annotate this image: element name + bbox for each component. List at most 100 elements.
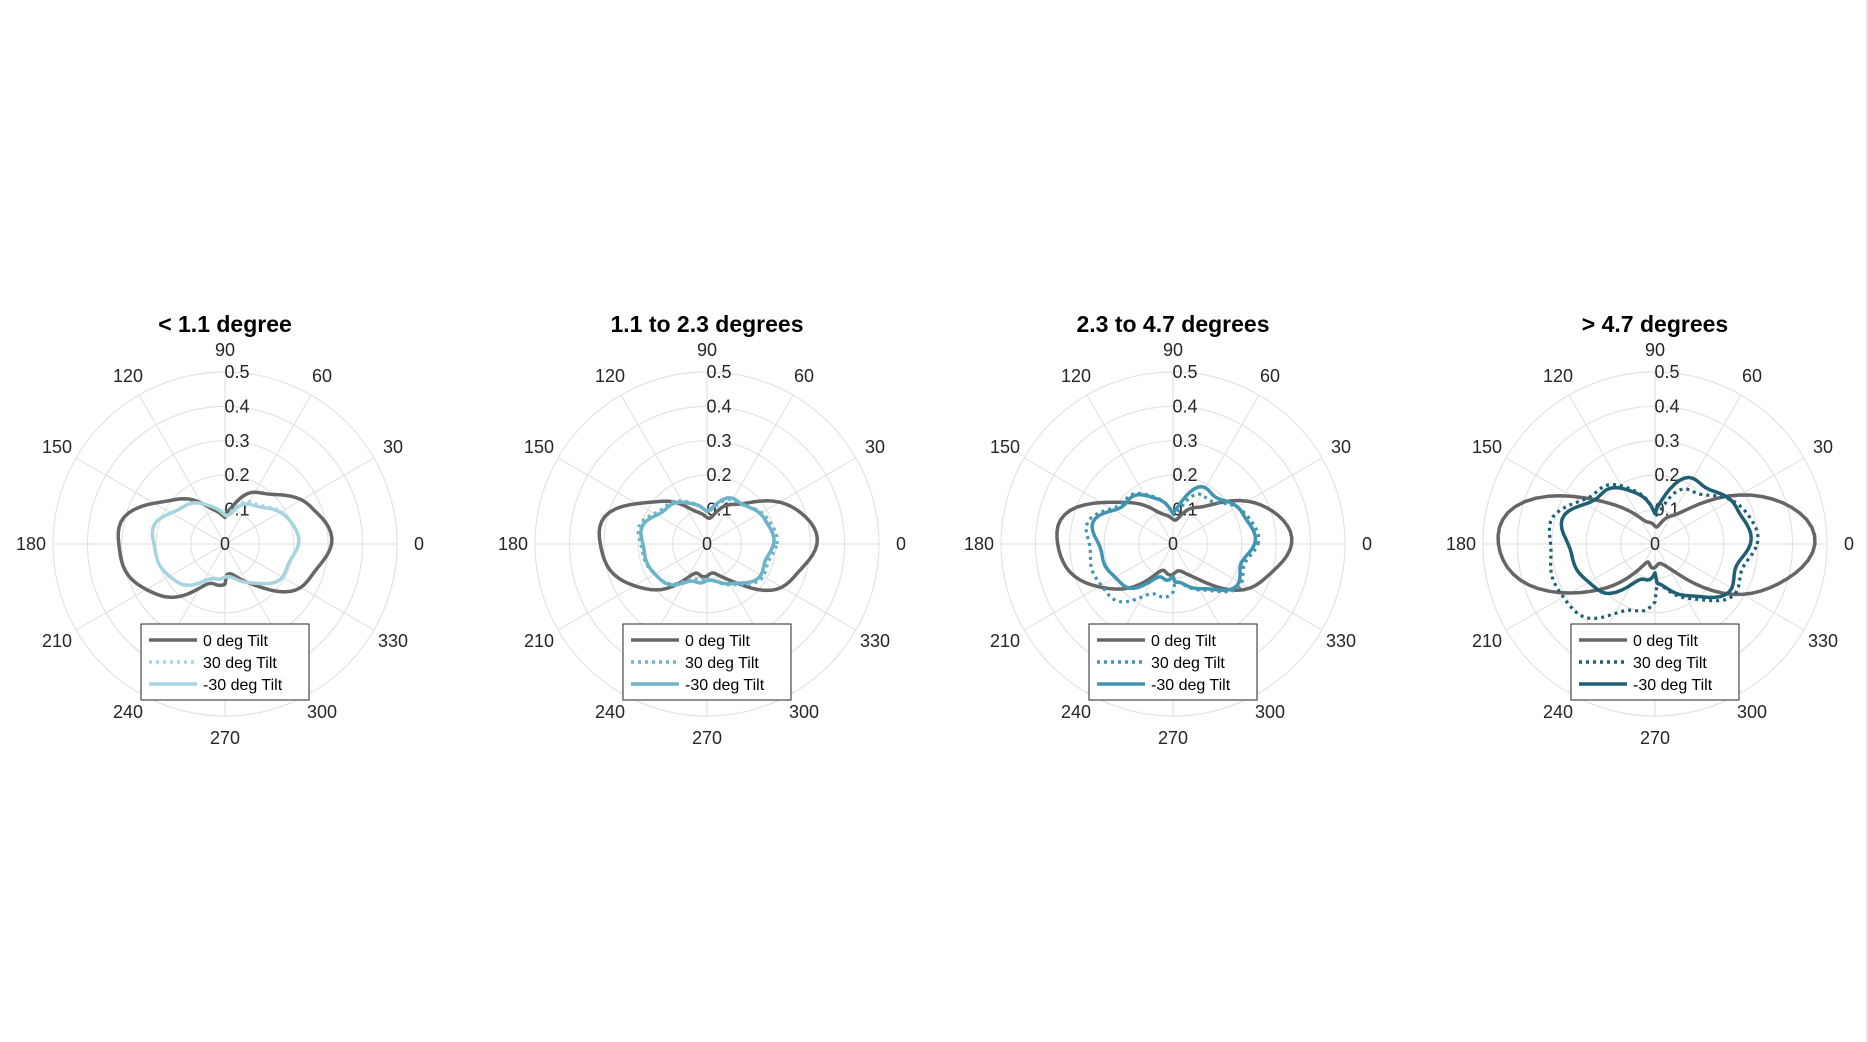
grid-spoke bbox=[557, 543, 708, 631]
theta-tick-label: 0 bbox=[1844, 534, 1854, 554]
legend: 0 deg Tilt 30 deg Tilt -30 deg Tilt bbox=[1088, 623, 1258, 701]
grid-spoke bbox=[1568, 394, 1656, 545]
theta-tick-label: 120 bbox=[1543, 366, 1573, 386]
r-tick-label: 0 bbox=[1650, 534, 1660, 554]
r-tick-label: 0.4 bbox=[1654, 396, 1679, 416]
polar-panel-3: 030609012015018021024027030033000.10.20.… bbox=[964, 311, 1372, 748]
theta-tick-label: 240 bbox=[595, 702, 625, 722]
r-tick-label: 0.2 bbox=[1654, 465, 1679, 485]
theta-tick-label: 60 bbox=[312, 366, 332, 386]
grid-spoke bbox=[1654, 394, 1742, 545]
r-tick-label: 0 bbox=[220, 534, 230, 554]
legend-label: 0 deg Tilt bbox=[1151, 633, 1216, 650]
theta-tick-label: 300 bbox=[1737, 702, 1767, 722]
legend-label: 30 deg Tilt bbox=[1633, 655, 1707, 672]
polar-panel-1: 030609012015018021024027030033000.10.20.… bbox=[16, 311, 424, 748]
theta-tick-label: 180 bbox=[964, 534, 994, 554]
theta-tick-label: 30 bbox=[383, 437, 403, 457]
r-tick-label: 0.4 bbox=[706, 396, 731, 416]
theta-tick-label: 150 bbox=[42, 437, 72, 457]
r-tick-label: 0.3 bbox=[224, 431, 249, 451]
theta-tick-label: 30 bbox=[1331, 437, 1351, 457]
theta-tick-label: 330 bbox=[1326, 631, 1356, 651]
legend-box bbox=[622, 623, 792, 701]
grid-spoke bbox=[75, 457, 226, 545]
theta-tick-label: 210 bbox=[990, 631, 1020, 651]
theta-tick-label: 270 bbox=[1640, 728, 1670, 748]
legend-label: -30 deg Tilt bbox=[685, 677, 765, 694]
grid-spoke bbox=[1505, 457, 1656, 545]
r-tick-label: 0 bbox=[702, 534, 712, 554]
theta-tick-label: 240 bbox=[1061, 702, 1091, 722]
grid-spoke bbox=[557, 457, 708, 545]
grid-spoke bbox=[706, 394, 794, 545]
series-line-3 bbox=[1559, 475, 1753, 600]
theta-tick-label: 150 bbox=[524, 437, 554, 457]
r-tick-label: 0.2 bbox=[706, 465, 731, 485]
r-tick-label: 0.4 bbox=[224, 396, 249, 416]
series-line-1 bbox=[597, 499, 820, 593]
right-edge-border bbox=[1866, 0, 1868, 1042]
theta-tick-label: 150 bbox=[990, 437, 1020, 457]
theta-tick-label: 0 bbox=[896, 534, 906, 554]
legend-label: -30 deg Tilt bbox=[203, 677, 283, 694]
grid-spoke bbox=[1654, 543, 1805, 631]
legend-box bbox=[140, 623, 310, 701]
panel-title: > 4.7 degrees bbox=[1582, 311, 1728, 337]
grid-spoke bbox=[1505, 543, 1656, 631]
grid-spoke bbox=[138, 394, 226, 545]
theta-tick-label: 90 bbox=[697, 340, 717, 360]
series-line-3 bbox=[150, 501, 301, 588]
legend: 0 deg Tilt 30 deg Tilt -30 deg Tilt bbox=[140, 623, 310, 701]
r-tick-label: 0.4 bbox=[1172, 396, 1197, 416]
legend: 0 deg Tilt 30 deg Tilt -30 deg Tilt bbox=[622, 623, 792, 701]
theta-tick-label: 240 bbox=[113, 702, 143, 722]
legend-label: 0 deg Tilt bbox=[685, 633, 750, 650]
series-line-2 bbox=[150, 500, 301, 587]
theta-tick-label: 240 bbox=[1543, 702, 1573, 722]
theta-tick-label: 300 bbox=[1255, 702, 1285, 722]
r-tick-label: 0.5 bbox=[1172, 362, 1197, 382]
grid-spoke bbox=[620, 394, 708, 545]
theta-tick-label: 300 bbox=[307, 702, 337, 722]
polar-panel-4: 030609012015018021024027030033000.10.20.… bbox=[1446, 311, 1854, 748]
legend-label: 0 deg Tilt bbox=[1633, 633, 1698, 650]
panel-title: 1.1 to 2.3 degrees bbox=[610, 311, 803, 337]
theta-tick-label: 90 bbox=[1163, 340, 1183, 360]
series-line-1 bbox=[1055, 498, 1294, 593]
theta-tick-label: 120 bbox=[595, 366, 625, 386]
theta-tick-label: 60 bbox=[1742, 366, 1762, 386]
legend-label: 30 deg Tilt bbox=[1151, 655, 1225, 672]
theta-tick-label: 180 bbox=[16, 534, 46, 554]
legend-box bbox=[1570, 623, 1740, 701]
r-tick-label: 0.3 bbox=[706, 431, 731, 451]
legend-label: -30 deg Tilt bbox=[1633, 677, 1713, 694]
grid-spoke bbox=[1023, 457, 1174, 545]
theta-tick-label: 120 bbox=[1061, 366, 1091, 386]
theta-tick-label: 210 bbox=[524, 631, 554, 651]
theta-tick-label: 60 bbox=[1260, 366, 1280, 386]
r-tick-label: 0 bbox=[1168, 534, 1178, 554]
r-tick-label: 0.5 bbox=[1654, 362, 1679, 382]
theta-tick-label: 60 bbox=[794, 366, 814, 386]
panel-title: < 1.1 degree bbox=[158, 311, 292, 337]
theta-tick-label: 120 bbox=[113, 366, 143, 386]
r-tick-label: 0.2 bbox=[224, 465, 249, 485]
theta-tick-label: 300 bbox=[789, 702, 819, 722]
legend-box bbox=[1088, 623, 1258, 701]
theta-tick-label: 330 bbox=[860, 631, 890, 651]
legend-label: -30 deg Tilt bbox=[1151, 677, 1231, 694]
legend-label: 0 deg Tilt bbox=[203, 633, 268, 650]
grid-spoke bbox=[75, 543, 226, 631]
theta-tick-label: 180 bbox=[498, 534, 528, 554]
theta-tick-label: 30 bbox=[865, 437, 885, 457]
theta-tick-label: 90 bbox=[1645, 340, 1665, 360]
r-tick-label: 0.3 bbox=[1654, 431, 1679, 451]
grid-spoke bbox=[224, 394, 312, 545]
theta-tick-label: 90 bbox=[215, 340, 235, 360]
series-line-3 bbox=[639, 496, 776, 587]
r-tick-label: 0.3 bbox=[1172, 431, 1197, 451]
theta-tick-label: 0 bbox=[414, 534, 424, 554]
theta-tick-label: 180 bbox=[1446, 534, 1476, 554]
